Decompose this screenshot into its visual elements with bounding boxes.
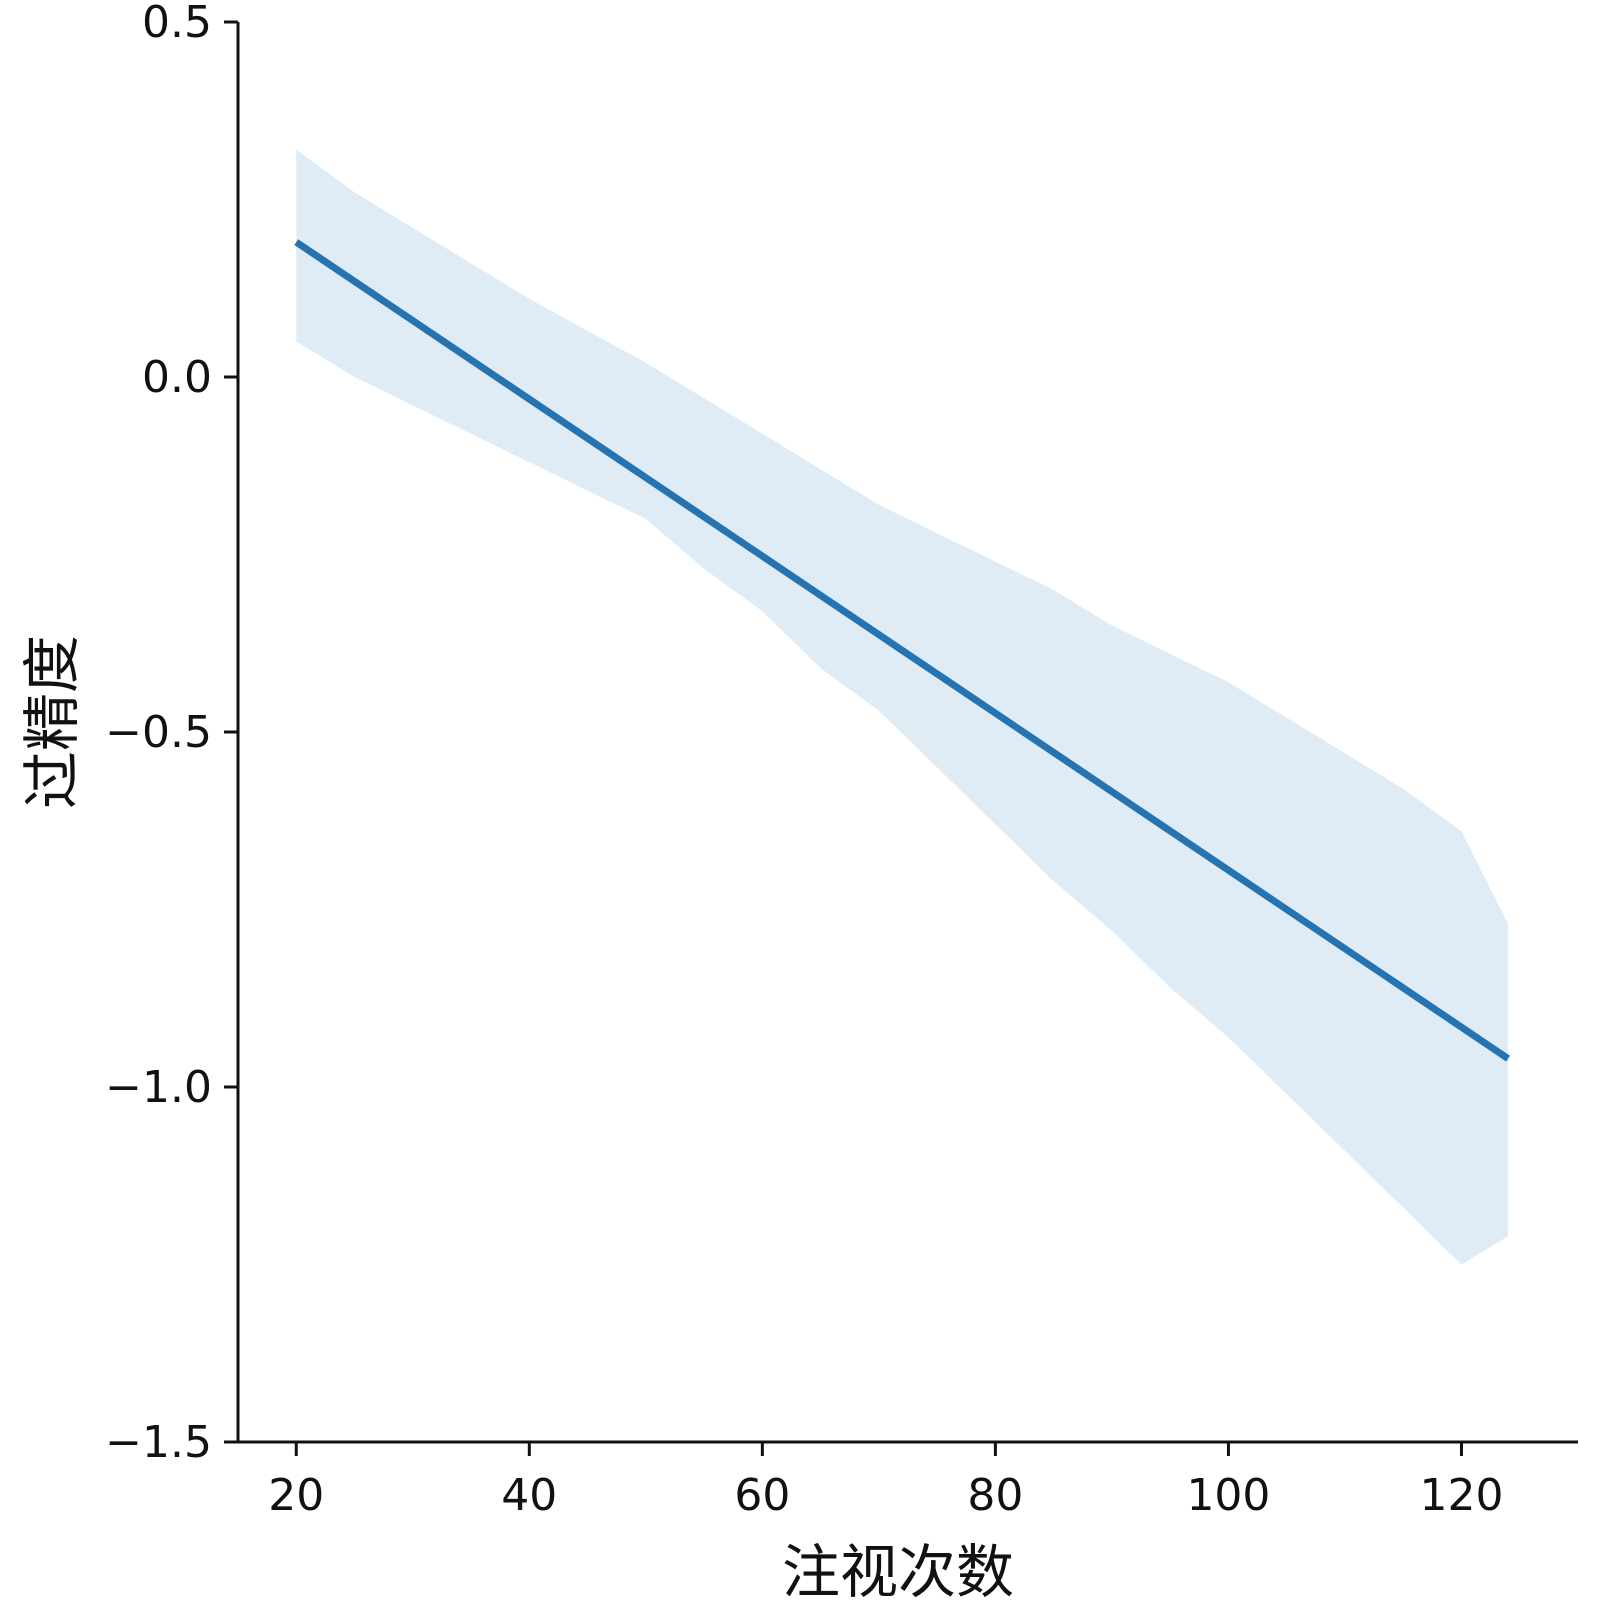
- plot-area: [294, 149, 1511, 1265]
- y-tick-label: −1.0: [105, 1062, 212, 1113]
- y-tick-label: −0.5: [105, 707, 212, 758]
- regression-line-layer: [294, 239, 1511, 1062]
- y-tick-label: 0.0: [142, 352, 212, 403]
- x-tick-label: 80: [967, 1470, 1023, 1521]
- x-tick-label: 100: [1186, 1470, 1270, 1521]
- x-tick-label: 40: [501, 1470, 557, 1521]
- confidence-band: [296, 149, 1509, 1265]
- regression-line: [294, 239, 1511, 1062]
- confidence-band-layer: [296, 149, 1509, 1265]
- x-axis-title: 注视次数: [782, 1538, 1014, 1606]
- x-axis-ticks: 20 40 60 80 100 120: [268, 1442, 1503, 1521]
- x-tick-label: 20: [268, 1470, 324, 1521]
- y-axis-ticks: 0.5 0.0 −0.5 −1.0 −1.5: [105, 0, 238, 1468]
- y-tick-label: −1.5: [105, 1417, 212, 1468]
- x-tick-label: 60: [734, 1470, 790, 1521]
- y-tick-label: 0.5: [142, 0, 212, 48]
- x-tick-label: 120: [1419, 1470, 1503, 1521]
- y-axis-title: 过精度: [18, 635, 86, 809]
